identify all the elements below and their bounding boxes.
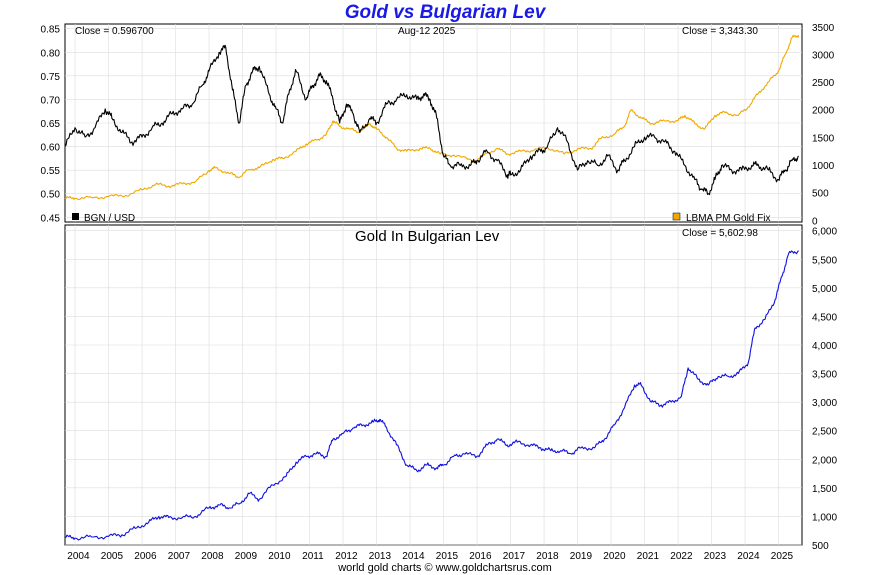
x-tick-label: 2009	[235, 551, 258, 560]
y-left-tick-label: 0.80	[41, 48, 61, 59]
y-right-tick-label: 1,500	[812, 484, 837, 495]
y-left-tick-label: 0.85	[41, 25, 61, 36]
y-left-tick-label: 0.60	[41, 143, 61, 154]
y-left-tick-label: 0.65	[41, 119, 61, 130]
lev-legend-swatch	[72, 213, 79, 220]
y-right-tick-label: 3,500	[812, 370, 837, 381]
y-right-tick-label: 5,500	[812, 255, 837, 266]
x-tick-label: 2023	[704, 551, 727, 560]
x-tick-label: 2015	[436, 551, 459, 560]
x-tick-label: 2024	[737, 551, 760, 560]
lev-legend-label: BGN / USD	[84, 213, 135, 224]
y-right-tick-label: 2000	[812, 106, 835, 117]
y-right-tick-label: 3000	[812, 50, 835, 61]
y-right-tick-label: 500	[812, 189, 829, 200]
x-tick-label: 2010	[268, 551, 291, 560]
x-tick-label: 2007	[168, 551, 191, 560]
x-tick-label: 2012	[335, 551, 358, 560]
x-tick-label: 2022	[670, 551, 693, 560]
y-right-tick-label: 4,000	[812, 341, 837, 352]
bottom-panel-title: Gold In Bulgarian Lev	[355, 228, 500, 245]
lev-close-label: Close = 0.596700	[75, 26, 154, 37]
y-right-tick-label: 2,500	[812, 427, 837, 438]
x-tick-label: 2014	[402, 551, 425, 560]
x-tick-label: 2017	[503, 551, 526, 560]
x-tick-label: 2019	[570, 551, 593, 560]
y-right-tick-label: 0	[812, 216, 818, 227]
y-axis: 0.45 0.50 0.55 0.60 0.65 0.70 0.75 0.80 0.85 0 500…	[41, 23, 838, 552]
x-tick-label: 2018	[536, 551, 559, 560]
x-tick-label: 2013	[369, 551, 392, 560]
gold-legend-label: LBMA PM Gold Fix	[686, 213, 770, 224]
gold-in-lev-line	[64, 250, 799, 541]
chart-canvas: 2004 2005 2006 2007 2008 2009 2010 2011 2012 2013…	[41, 23, 838, 560]
y-right-tick-label: 5,000	[812, 284, 837, 295]
date-label: Aug-12 2025	[398, 26, 456, 37]
bgn-usd-line	[64, 44, 799, 196]
x-tick-label: 2006	[134, 551, 157, 560]
x-tick-label: 2004	[67, 551, 90, 560]
gold-price-line	[64, 34, 800, 201]
gold-lev-close-label: Close = 5,602.98	[682, 228, 758, 239]
x-tick-label: 2008	[201, 551, 224, 560]
x-axis: 2004 2005 2006 2007 2008 2009 2010 2011 2012 2013…	[67, 551, 793, 560]
chart-title: Gold vs Bulgarian Lev	[344, 2, 546, 23]
x-tick-label: 2020	[603, 551, 626, 560]
y-left-tick-label: 0.50	[41, 190, 61, 201]
series-lines	[64, 34, 800, 541]
y-left-tick-label: 0.75	[41, 72, 61, 83]
y-left-tick-label: 0.55	[41, 166, 61, 177]
y-right-tick-label: 3,000	[812, 398, 837, 409]
footer-credit: world gold charts © www.goldchartsrus.co…	[338, 562, 552, 574]
x-tick-label: 2025	[771, 551, 794, 560]
y-left-tick-label: 0.70	[41, 95, 61, 106]
x-tick-label: 2016	[469, 551, 492, 560]
y-right-tick-label: 1000	[812, 161, 835, 172]
y-left-tick-label: 0.45	[41, 213, 61, 224]
gold-legend-swatch	[672, 212, 681, 221]
x-tick-label: 2011	[302, 551, 324, 560]
grid-lines	[65, 24, 802, 546]
y-right-tick-label: 6,000	[812, 227, 837, 238]
y-right-tick-label: 4,500	[812, 312, 837, 323]
x-tick-label: 2005	[101, 551, 124, 560]
y-right-tick-label: 2500	[812, 78, 835, 89]
gold-close-label: Close = 3,343.30	[682, 26, 758, 37]
y-right-tick-label: 1500	[812, 133, 835, 144]
y-right-tick-label: 500	[812, 541, 829, 552]
y-right-tick-label: 3500	[812, 23, 835, 34]
x-tick-label: 2021	[637, 551, 660, 560]
y-right-tick-label: 2,000	[812, 455, 837, 466]
y-right-tick-label: 1,000	[812, 512, 837, 523]
